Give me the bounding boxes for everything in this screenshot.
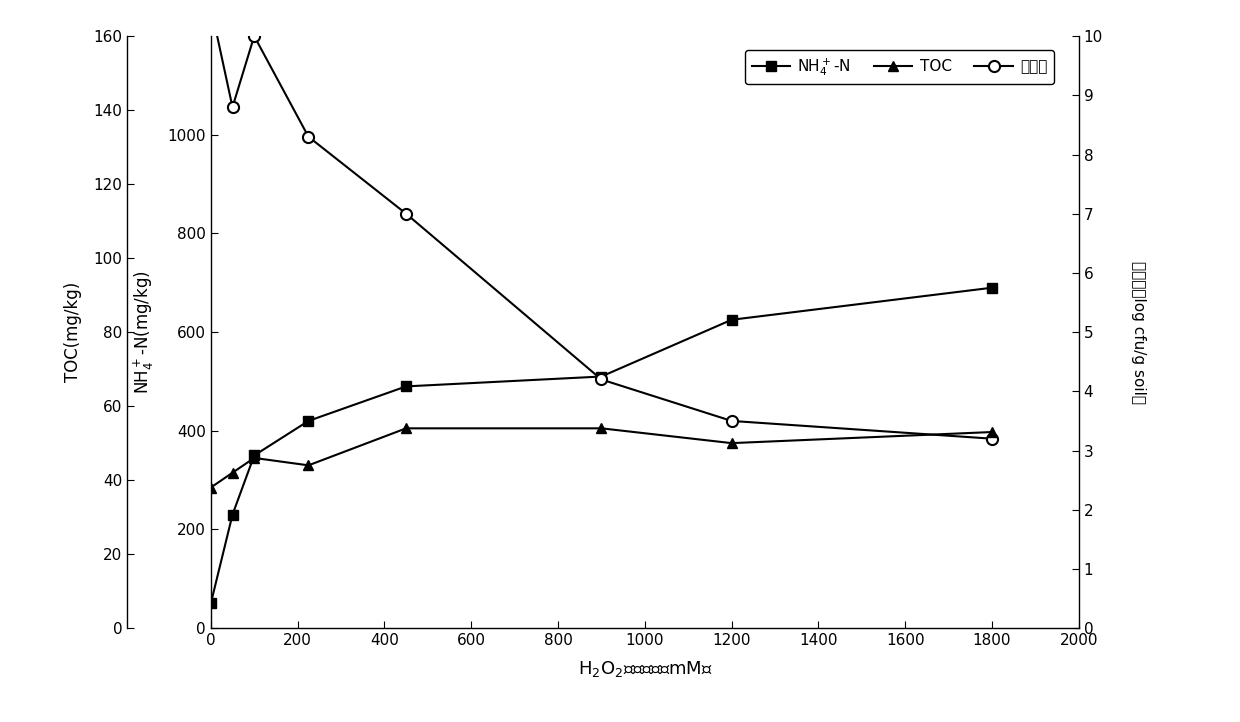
Line: 细菌数: 细菌数 [206,1,997,444]
Y-axis label: TOC(mg/kg): TOC(mg/kg) [64,282,83,382]
X-axis label: H$_2$O$_2$投加浓度（mM）: H$_2$O$_2$投加浓度（mM） [578,659,712,679]
NH$_4^+$-N [247,451,262,460]
Line: TOC: TOC [206,424,997,492]
TOC [399,424,414,432]
TOC [985,427,999,436]
细菌数 [399,209,414,218]
TOC [594,424,609,432]
Y-axis label: 细菌数（log cfu/g soil）: 细菌数（log cfu/g soil） [1131,261,1146,404]
NH$_4^+$-N [203,599,218,608]
细菌数 [985,435,999,443]
TOC [247,453,262,462]
细菌数 [724,417,739,425]
细菌数 [226,103,241,111]
NH$_4^+$-N [399,382,414,391]
NH$_4^+$-N [226,510,241,519]
TOC [301,461,316,470]
细菌数 [203,2,218,11]
NH$_4^+$-N [985,283,999,292]
NH$_4^+$-N [594,373,609,381]
NH$_4^+$-N [301,417,316,425]
NH$_4^+$-N [724,316,739,324]
TOC [724,439,739,448]
细菌数 [247,32,262,40]
细菌数 [301,132,316,141]
TOC [203,483,218,492]
Line: NH$_4^+$-N: NH$_4^+$-N [206,283,997,609]
Y-axis label: NH$_4^+$-N(mg/kg): NH$_4^+$-N(mg/kg) [131,270,156,394]
Legend: NH$_4^+$-N, TOC, 细菌数: NH$_4^+$-N, TOC, 细菌数 [745,50,1054,84]
TOC [226,469,241,477]
细菌数 [594,375,609,384]
